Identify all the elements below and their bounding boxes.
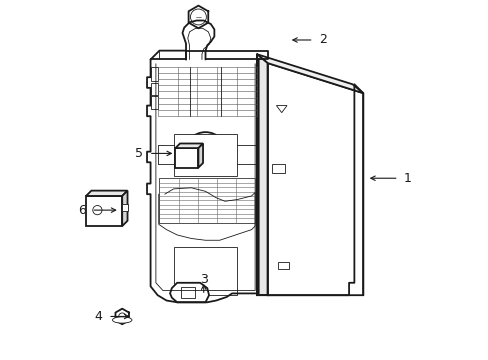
Polygon shape (122, 191, 127, 226)
Polygon shape (173, 247, 237, 295)
Polygon shape (276, 105, 286, 113)
Text: 2: 2 (318, 33, 326, 46)
Polygon shape (150, 67, 157, 81)
Polygon shape (150, 96, 157, 109)
Polygon shape (272, 164, 285, 173)
Text: 1: 1 (403, 172, 411, 185)
Polygon shape (170, 283, 209, 302)
Polygon shape (198, 144, 203, 168)
Circle shape (190, 9, 206, 25)
Polygon shape (122, 204, 127, 211)
Circle shape (184, 132, 226, 175)
Circle shape (193, 141, 218, 166)
Polygon shape (267, 63, 363, 295)
Polygon shape (86, 191, 127, 196)
Text: 4: 4 (95, 310, 102, 323)
Polygon shape (256, 54, 363, 93)
Text: 3: 3 (200, 273, 207, 286)
Ellipse shape (112, 317, 132, 323)
Text: 5: 5 (135, 147, 143, 160)
Circle shape (196, 263, 214, 281)
Polygon shape (175, 144, 203, 148)
Polygon shape (86, 196, 122, 226)
Polygon shape (173, 134, 237, 176)
Circle shape (192, 11, 203, 23)
Text: 6: 6 (78, 204, 86, 217)
Polygon shape (181, 287, 195, 298)
Circle shape (119, 313, 125, 320)
Polygon shape (278, 261, 288, 269)
Polygon shape (150, 82, 157, 95)
Polygon shape (175, 148, 198, 168)
Circle shape (184, 251, 226, 293)
Polygon shape (256, 54, 267, 295)
Circle shape (93, 206, 102, 215)
